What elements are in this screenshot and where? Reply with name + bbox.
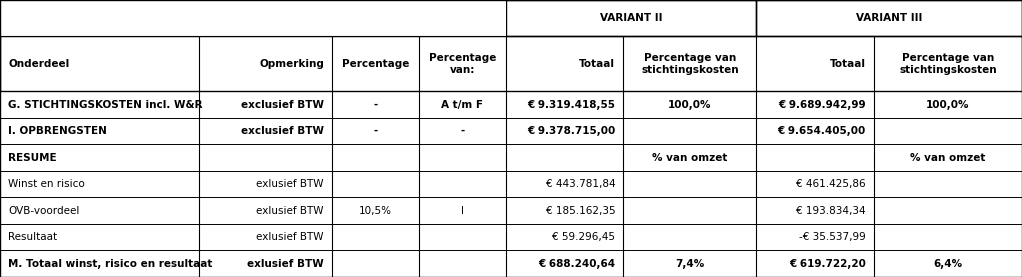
Text: € 59.296,45: € 59.296,45: [552, 232, 615, 242]
Text: Opmerking: Opmerking: [260, 59, 324, 69]
Text: exclusief BTW: exclusief BTW: [241, 100, 324, 110]
Text: Percentage van
stichtingskosten: Percentage van stichtingskosten: [899, 53, 996, 75]
Text: Percentage: Percentage: [342, 59, 409, 69]
Text: OVB-voordeel: OVB-voordeel: [8, 206, 80, 216]
Text: 100,0%: 100,0%: [926, 100, 970, 110]
Text: Resultaat: Resultaat: [8, 232, 57, 242]
Text: € 193.834,34: € 193.834,34: [796, 206, 866, 216]
Text: -: -: [373, 126, 378, 136]
Text: exlusief BTW: exlusief BTW: [257, 179, 324, 189]
Bar: [756, 0, 1022, 36]
Text: exlusief BTW: exlusief BTW: [257, 206, 324, 216]
Text: Percentage
van:: Percentage van:: [429, 53, 496, 75]
Bar: [0, 0, 506, 36]
Text: € 688.240,64: € 688.240,64: [539, 259, 615, 269]
Text: € 443.781,84: € 443.781,84: [546, 179, 615, 189]
Text: -: -: [373, 100, 378, 110]
Text: M. Totaal winst, risico en resultaat: M. Totaal winst, risico en resultaat: [8, 259, 213, 269]
Text: € 9.378.715,00: € 9.378.715,00: [527, 126, 615, 136]
Bar: [506, 0, 756, 36]
Text: Totaal: Totaal: [830, 59, 866, 69]
Text: Winst en risico: Winst en risico: [8, 179, 85, 189]
Text: exlusief BTW: exlusief BTW: [257, 232, 324, 242]
Text: 6,4%: 6,4%: [933, 259, 963, 269]
Bar: [0, 36, 1022, 91]
Text: € 461.425,86: € 461.425,86: [796, 179, 866, 189]
Text: exlusief BTW: exlusief BTW: [247, 259, 324, 269]
Text: VARIANT III: VARIANT III: [856, 13, 922, 23]
Text: Totaal: Totaal: [579, 59, 615, 69]
Text: -: -: [460, 126, 465, 136]
Text: 7,4%: 7,4%: [676, 259, 704, 269]
Text: I: I: [461, 206, 464, 216]
Text: % van omzet: % van omzet: [652, 153, 728, 163]
Text: Percentage van
stichtingskosten: Percentage van stichtingskosten: [641, 53, 739, 75]
Text: 10,5%: 10,5%: [359, 206, 392, 216]
Text: A t/m F: A t/m F: [442, 100, 483, 110]
Text: I. OPBRENGSTEN: I. OPBRENGSTEN: [8, 126, 107, 136]
Text: € 9.654.405,00: € 9.654.405,00: [778, 126, 866, 136]
Text: % van omzet: % van omzet: [911, 153, 985, 163]
Text: exclusief BTW: exclusief BTW: [241, 126, 324, 136]
Text: € 9.689.942,99: € 9.689.942,99: [778, 100, 866, 110]
Text: € 9.319.418,55: € 9.319.418,55: [527, 100, 615, 110]
Text: € 619.722,20: € 619.722,20: [789, 259, 866, 269]
Text: 100,0%: 100,0%: [668, 100, 711, 110]
Text: -€ 35.537,99: -€ 35.537,99: [799, 232, 866, 242]
Text: G. STICHTINGSKOSTEN incl. W&R: G. STICHTINGSKOSTEN incl. W&R: [8, 100, 202, 110]
Text: RESUME: RESUME: [8, 153, 57, 163]
Text: € 185.162,35: € 185.162,35: [546, 206, 615, 216]
Text: Onderdeel: Onderdeel: [8, 59, 69, 69]
Text: VARIANT II: VARIANT II: [600, 13, 662, 23]
